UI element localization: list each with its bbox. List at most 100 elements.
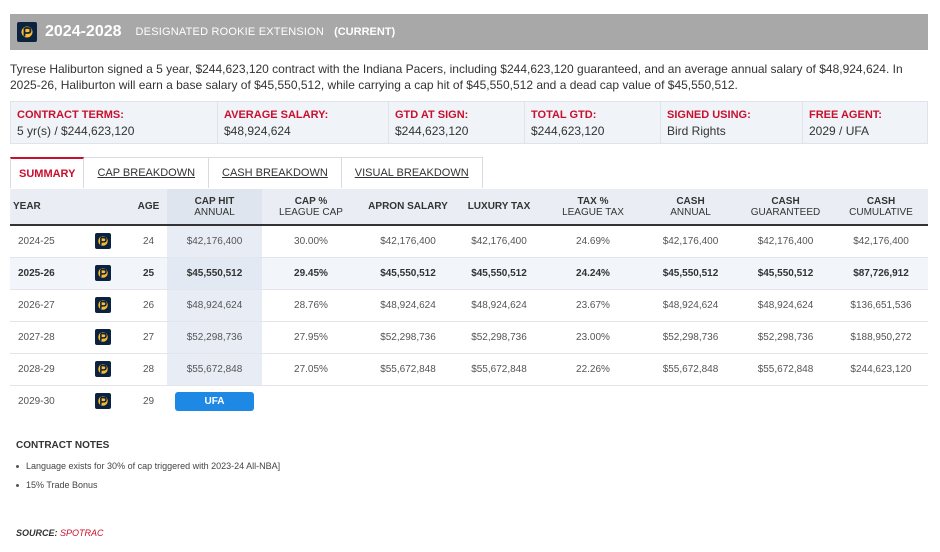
cell-cap-hit: $55,672,848	[167, 353, 262, 386]
contract-summary: Tyrese Haliburton signed a 5 year, $244,…	[10, 62, 903, 92]
col-tax-pct-title: TAX %	[577, 195, 609, 207]
cell-cap-hit: $42,176,400	[167, 225, 262, 258]
term-label: TOTAL GTD:	[531, 109, 597, 121]
cell-luxury: $55,672,848	[456, 353, 542, 386]
contract-notes-list: Language exists for 30% of cap triggered…	[16, 461, 280, 499]
tab-visual-breakdown[interactable]: VISUAL BREAKDOWN	[341, 157, 483, 188]
pacers-logo-icon	[94, 296, 111, 313]
cell-tax-pct: 24.24%	[542, 257, 644, 290]
term-gtd-at-sign: GTD AT SIGN: $244,623,120	[389, 102, 525, 143]
cell-age: 29	[142, 395, 155, 407]
tab-cap-breakdown[interactable]: CAP BREAKDOWN	[84, 157, 210, 188]
cell-cash-annual: $55,672,848	[644, 353, 737, 386]
term-label: GTD AT SIGN:	[395, 109, 469, 121]
col-luxury: LUXURY TAX	[456, 189, 542, 226]
term-free-agent: FREE AGENT: 2029 / UFA	[803, 102, 927, 143]
col-tax-pct-sub: LEAGUE TAX	[562, 206, 624, 218]
contract-header: 2024-2028 DESIGNATED ROOKIE EXTENSION (C…	[10, 14, 928, 50]
cell-logo	[75, 321, 130, 354]
pacers-logo-icon	[17, 22, 37, 42]
tab-cash-breakdown[interactable]: CASH BREAKDOWN	[209, 157, 342, 188]
term-label: SIGNED USING:	[667, 109, 751, 121]
col-cap-hit: CAP HIT ANNUAL	[167, 189, 262, 226]
col-apron: APRON SALARY	[360, 189, 456, 226]
cell-cap-hit: $52,298,736	[167, 321, 262, 354]
cell-age: 26	[130, 289, 167, 322]
cell-tax-pct: 22.26%	[542, 353, 644, 386]
col-age: AGE	[130, 189, 167, 226]
cell-empty	[262, 385, 928, 417]
cell-luxury: $52,298,736	[456, 321, 542, 354]
cell-cash-cum: $136,651,536	[834, 289, 928, 322]
col-year: YEAR	[10, 189, 75, 226]
col-cash-cum-title: CASH	[866, 195, 896, 207]
term-average-salary: AVERAGE SALARY: $48,924,624	[218, 102, 389, 143]
table-row: 2027-28 27 $52,298,736 27.95% $52,298,736 $52…	[10, 321, 928, 354]
cell-cap-pct: 28.76%	[262, 289, 360, 322]
contract-status: (CURRENT)	[334, 26, 396, 38]
col-cash-cum: CASH CUMULATIVE	[834, 189, 928, 226]
col-cash-gtd: CASH GUARANTEED	[737, 189, 834, 226]
table-row-ufa: 2029-30 29 UFA	[10, 385, 928, 417]
contract-type: DESIGNATED ROOKIE EXTENSION	[135, 26, 325, 38]
cell-luxury: $45,550,512	[456, 257, 542, 290]
col-cash-annual-title: CASH	[676, 195, 705, 207]
cell-logo	[75, 385, 130, 417]
term-value: $48,924,624	[224, 124, 291, 138]
term-contract-terms: CONTRACT TERMS: 5 yr(s) / $244,623,120	[11, 102, 218, 143]
cell-cash-gtd: $45,550,512	[737, 257, 834, 290]
cell-cash-gtd: $48,924,624	[737, 289, 834, 322]
col-cash-cum-sub: CUMULATIVE	[849, 206, 913, 218]
cell-logo	[75, 225, 130, 258]
note-text: Language exists for 30% of cap triggered…	[26, 461, 281, 471]
cell-year: 2025-26	[10, 257, 75, 290]
note-item: 15% Trade Bonus	[16, 480, 280, 490]
ufa-badge: UFA	[175, 391, 254, 411]
term-signed-using: SIGNED USING: Bird Rights	[661, 102, 803, 143]
table-header-row: YEAR AGE CAP HIT ANNUAL CAP % LEAGUE CAP A…	[10, 189, 928, 226]
cell-cash-cum: $244,623,120	[834, 353, 928, 386]
col-cash-annual-sub: ANNUAL	[670, 206, 711, 218]
term-value: $244,623,120	[395, 124, 469, 138]
cell-tax-pct: 23.67%	[542, 289, 644, 322]
cell-cap-hit: $45,550,512	[167, 257, 262, 290]
cell-ufa: UFA	[167, 385, 262, 417]
tab-summary[interactable]: SUMMARY	[10, 157, 85, 188]
cell-age: 27	[130, 321, 167, 354]
source-link[interactable]: SPOTRAC	[60, 528, 104, 538]
col-cap-hit-sub: ANNUAL	[194, 206, 235, 218]
cell-year: 2027-28	[10, 321, 75, 354]
source-label: SOURCE:	[16, 528, 58, 538]
contract-notes-title: CONTRACT NOTES	[16, 440, 110, 451]
bullet-icon	[16, 464, 19, 468]
term-value: Bird Rights	[667, 124, 726, 138]
term-value: $244,623,120	[531, 124, 605, 138]
cell-cash-annual: $42,176,400	[644, 225, 737, 258]
cell-age: 24	[130, 225, 167, 258]
cell-apron: $55,672,848	[360, 353, 456, 386]
cell-year: 2029-30	[18, 395, 55, 407]
cell-cash-gtd: $52,298,736	[737, 321, 834, 354]
table-row: 2028-29 28 $55,672,848 27.05% $55,672,848 $55…	[10, 353, 928, 386]
cell-cash-gtd: $55,672,848	[737, 353, 834, 386]
term-value: 5 yr(s) / $244,623,120	[17, 124, 135, 138]
cell-year: 2028-29	[10, 353, 75, 386]
pacers-logo-icon	[94, 360, 111, 377]
col-cap-pct: CAP % LEAGUE CAP	[262, 189, 360, 226]
cell-cash-cum: $87,726,912	[834, 257, 928, 290]
cell-age: 28	[130, 353, 167, 386]
pacers-logo-icon	[94, 232, 111, 249]
bullet-icon	[16, 483, 19, 487]
term-label: CONTRACT TERMS:	[17, 109, 124, 121]
cell-cash-cum: $42,176,400	[834, 225, 928, 258]
col-cap-pct-title: CAP %	[294, 195, 328, 207]
pacers-logo-icon	[94, 392, 111, 409]
cell-logo	[75, 257, 130, 290]
cell-luxury: $42,176,400	[456, 225, 542, 258]
table-row: 2024-25 24 $42,176,400 30.00% $42,176,400 $42…	[10, 225, 928, 258]
contract-terms-bar: CONTRACT TERMS: 5 yr(s) / $244,623,120 A…	[10, 101, 928, 144]
cell-cash-cum: $188,950,272	[834, 321, 928, 354]
term-value: 2029 / UFA	[809, 124, 870, 138]
cell-year: 2026-27	[10, 289, 75, 322]
cell-apron: $42,176,400	[360, 225, 456, 258]
